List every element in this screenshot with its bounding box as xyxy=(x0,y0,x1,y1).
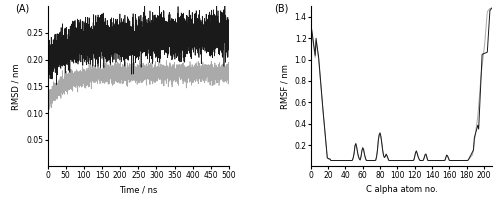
X-axis label: C alpha atom no.: C alpha atom no. xyxy=(366,185,438,194)
Y-axis label: RMSF / nm: RMSF / nm xyxy=(280,64,289,109)
Text: (B): (B) xyxy=(274,3,289,13)
Y-axis label: RMSD / nm: RMSD / nm xyxy=(12,63,21,110)
Text: (A): (A) xyxy=(15,3,29,13)
X-axis label: Time / ns: Time / ns xyxy=(119,185,158,194)
